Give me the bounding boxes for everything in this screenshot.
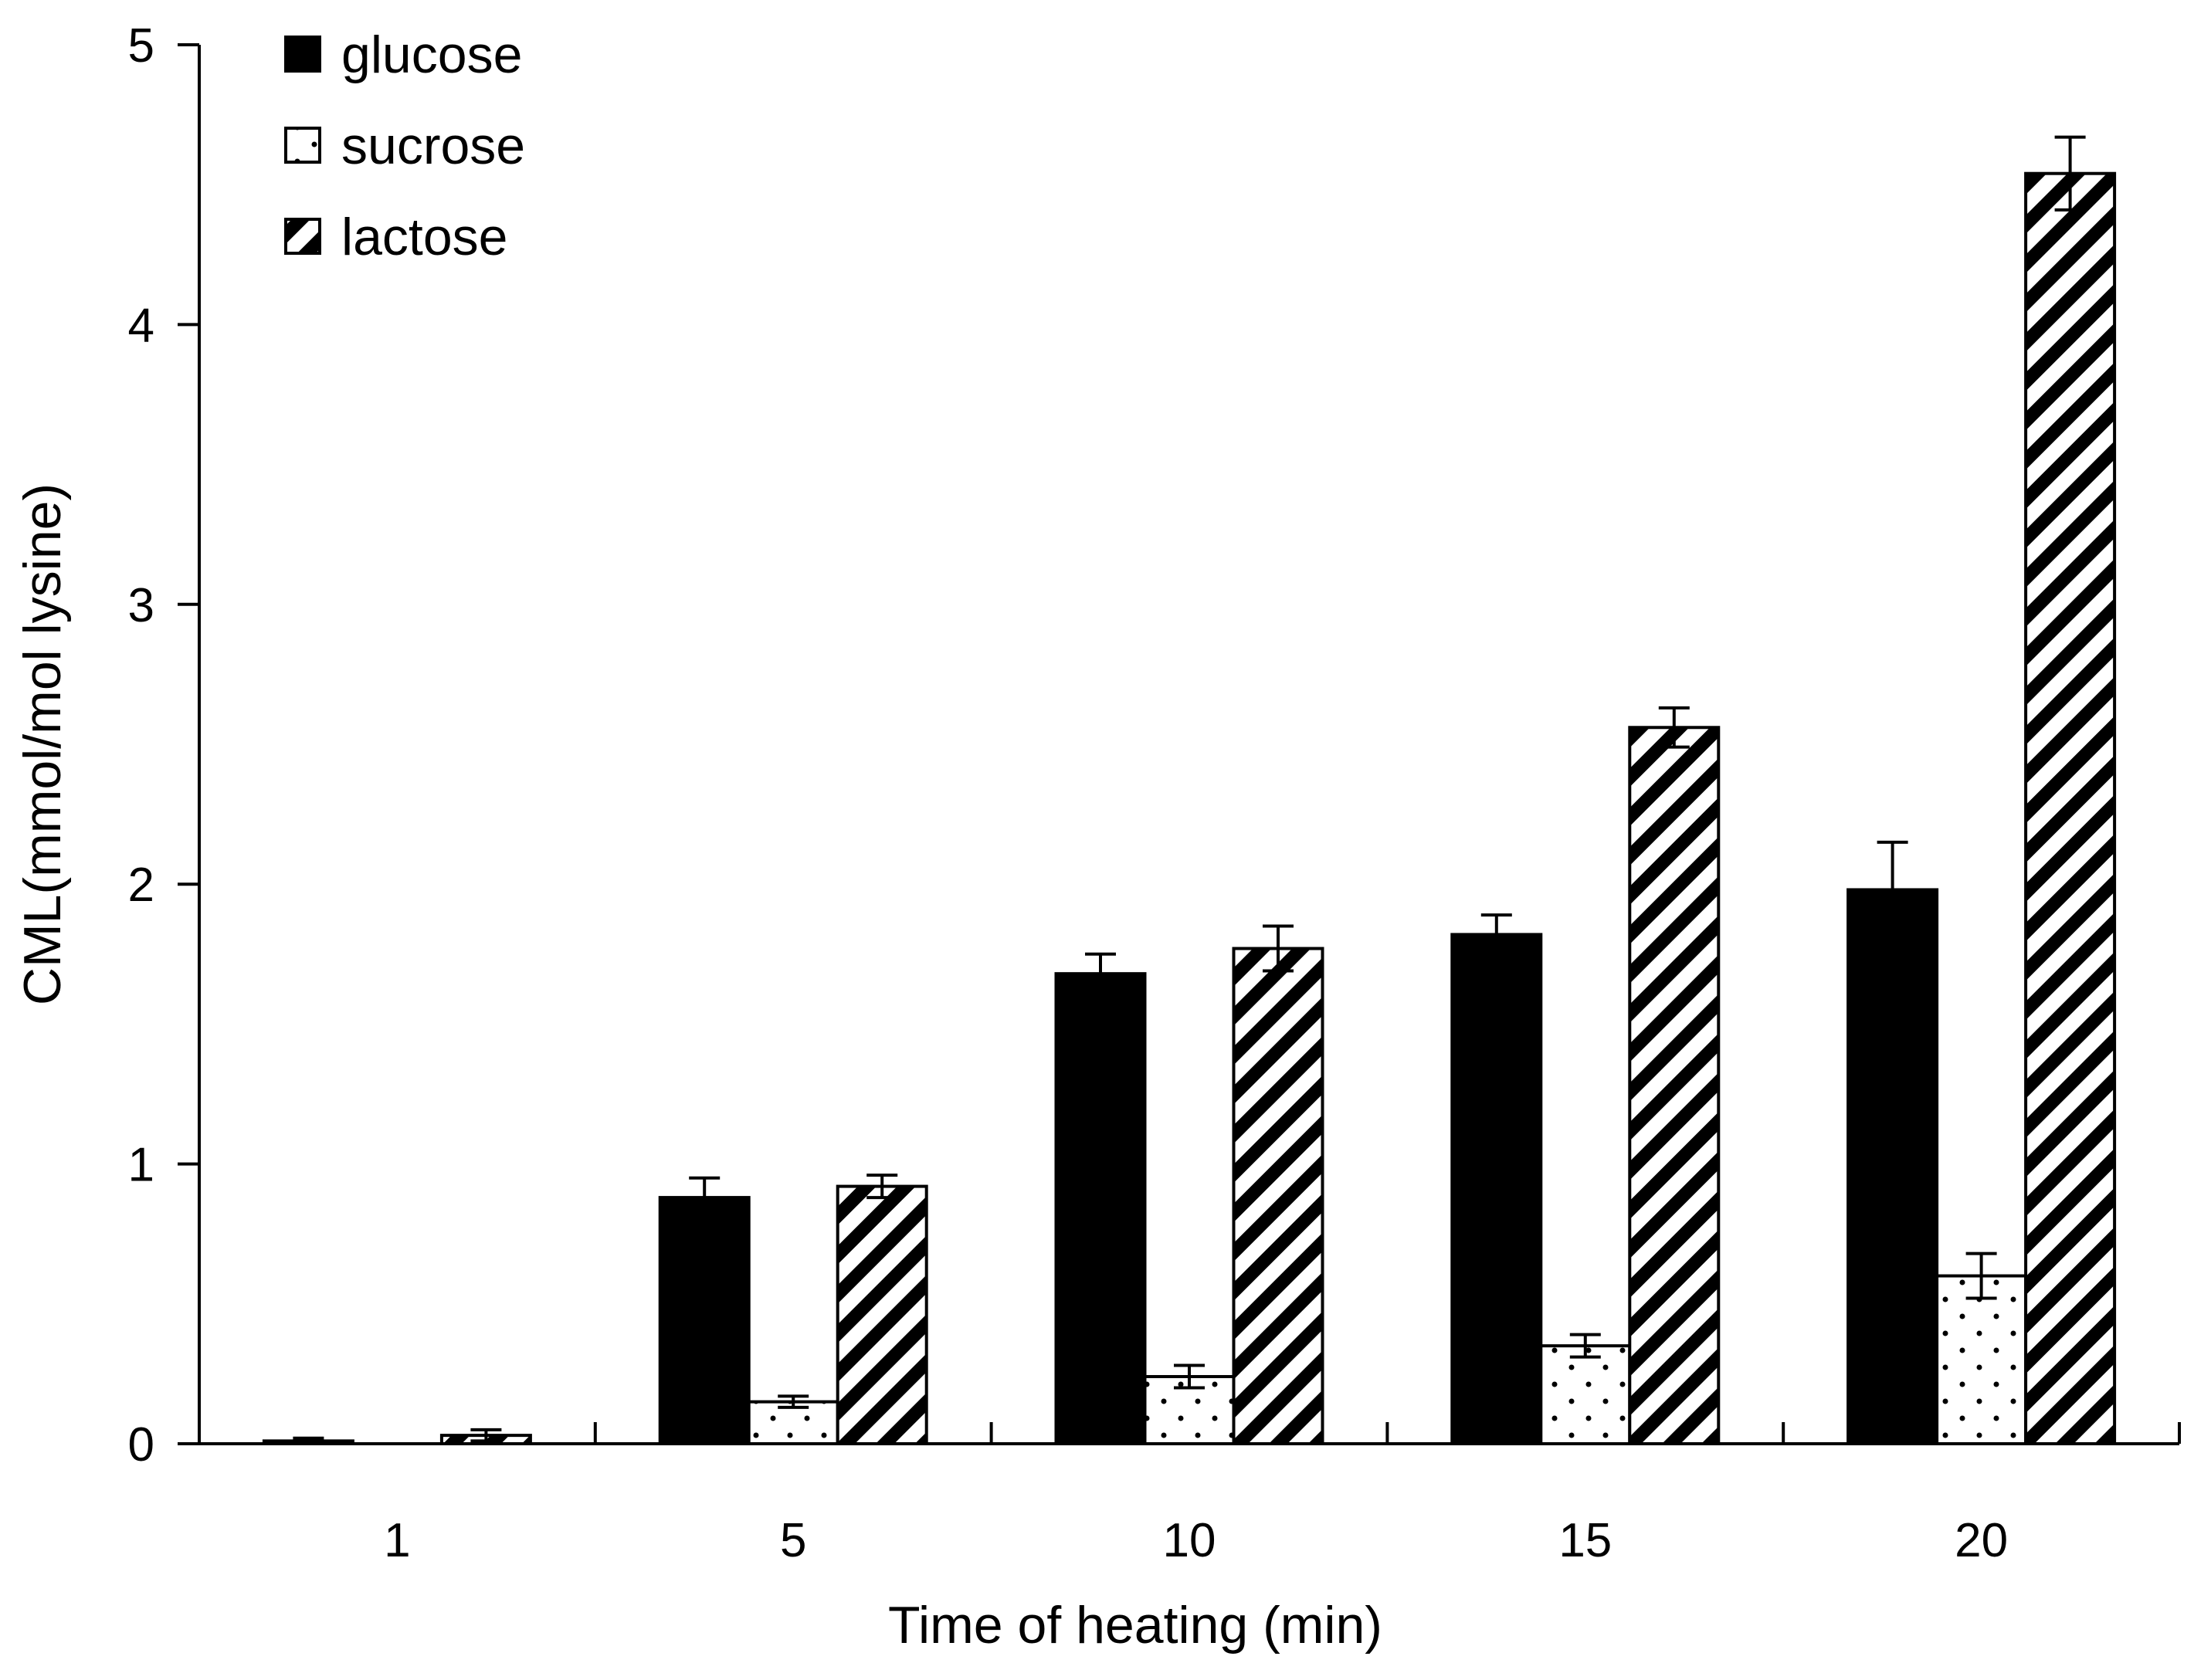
bar-sucrose-20 bbox=[1935, 1274, 2028, 1446]
error-bar-sucrose-5 bbox=[778, 1394, 809, 1409]
bar-glucose-5 bbox=[658, 1196, 751, 1445]
error-bar-glucose-10 bbox=[1085, 952, 1116, 995]
bar-glucose-10 bbox=[1054, 972, 1147, 1445]
y-tick-label: 4 bbox=[128, 299, 154, 352]
x-tick-label: 20 bbox=[1955, 1514, 2008, 1567]
legend-item-sucrose: sucrose bbox=[284, 117, 525, 175]
legend-swatch-glucose bbox=[284, 36, 321, 73]
bar-sucrose-15 bbox=[1539, 1344, 1632, 1446]
y-tick-label: 1 bbox=[128, 1139, 154, 1192]
y-tick-label: 5 bbox=[128, 19, 154, 73]
x-tick-label: 5 bbox=[780, 1514, 806, 1567]
y-tick-label: 3 bbox=[128, 579, 154, 632]
y-axis-title: CML(mmol/mol lysine) bbox=[13, 483, 72, 1005]
y-tick-label: 2 bbox=[128, 859, 154, 912]
legend-swatch-lactose bbox=[284, 218, 321, 255]
legend-label-glucose: glucose bbox=[341, 25, 522, 84]
error-bar-lactose-15 bbox=[1658, 706, 1690, 749]
legend-item-lactose: lactose bbox=[284, 208, 507, 266]
error-bar-sucrose-15 bbox=[1569, 1333, 1601, 1359]
bar-lactose-15 bbox=[1628, 726, 1721, 1445]
bar-glucose-20 bbox=[1846, 888, 1939, 1445]
error-bar-glucose-20 bbox=[1877, 840, 1908, 940]
x-axis-title: Time of heating (min) bbox=[888, 1596, 1382, 1655]
bar-lactose-5 bbox=[836, 1184, 928, 1446]
legend-swatch-sucrose bbox=[284, 127, 321, 164]
error-bar-glucose-15 bbox=[1480, 913, 1512, 956]
bar-glucose-15 bbox=[1450, 933, 1543, 1445]
error-bar-lactose-20 bbox=[2054, 135, 2086, 212]
error-bar-sucrose-20 bbox=[1965, 1252, 1997, 1300]
bar-lactose-20 bbox=[2024, 171, 2117, 1446]
error-bar-glucose-5 bbox=[689, 1176, 721, 1219]
legend-label-lactose: lactose bbox=[341, 208, 507, 266]
y-tick-label: 0 bbox=[128, 1418, 154, 1472]
error-bar-lactose-1 bbox=[470, 1428, 502, 1443]
legend: glucose sucrose lactose bbox=[284, 25, 525, 266]
legend-label-sucrose: sucrose bbox=[341, 117, 525, 175]
bar-lactose-10 bbox=[1232, 947, 1324, 1445]
legend-item-glucose: glucose bbox=[284, 25, 522, 84]
error-bar-sucrose-10 bbox=[1174, 1363, 1205, 1390]
x-tick-label: 15 bbox=[1558, 1514, 1612, 1567]
x-tick-label: 10 bbox=[1163, 1514, 1216, 1567]
x-tick-label: 1 bbox=[384, 1514, 410, 1567]
error-bar-lactose-10 bbox=[1263, 924, 1294, 973]
error-bar-lactose-5 bbox=[866, 1174, 898, 1200]
